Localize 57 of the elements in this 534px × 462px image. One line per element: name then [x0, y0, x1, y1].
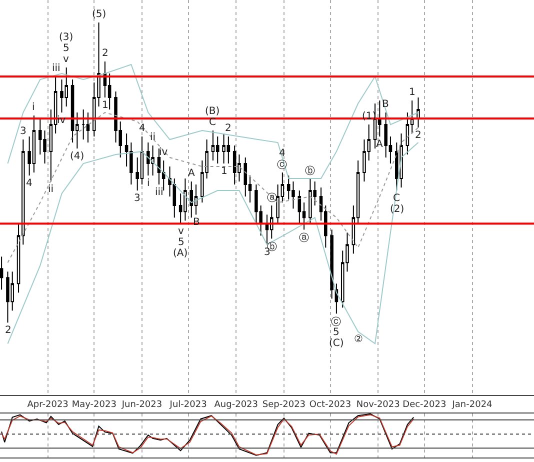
annotation: C [209, 117, 216, 128]
x-tick-label: Aug-2023 [214, 400, 258, 410]
x-tick-label: Oct-2023 [309, 400, 352, 410]
annotation: iv [159, 147, 168, 158]
annotation: 5 [178, 237, 184, 248]
candlestick [82, 109, 85, 140]
annotation: 5 [333, 327, 340, 338]
annotation: 1 [409, 87, 416, 98]
annotation: (2) [390, 204, 404, 215]
annotation: ② [354, 334, 363, 345]
annotation: 3 [134, 193, 140, 204]
annotation: iii [155, 187, 164, 198]
annotation: iii [52, 63, 60, 74]
annotation: (C) [329, 338, 344, 349]
annotation: 2 [5, 325, 12, 336]
annotation: ii [48, 184, 54, 195]
annotation: 1 [221, 166, 228, 177]
x-tick-label: Jul-2023 [168, 400, 207, 410]
annotation: (4) [70, 151, 84, 162]
candlestick [0, 256, 4, 290]
annotation: A [376, 139, 383, 150]
annotation: ⓐ [299, 232, 309, 244]
annotation: 2 [102, 48, 108, 59]
annotation: 4 [26, 178, 32, 189]
candlestick [330, 229, 334, 300]
annotation: v [178, 226, 184, 237]
annotation: 5 [63, 43, 70, 54]
x-tick-label: Jun-2023 [120, 400, 162, 410]
annotation: C [393, 193, 400, 204]
candlestick [190, 181, 194, 218]
x-tick-label: Apr-2023 [27, 400, 68, 410]
annotation: i [32, 102, 35, 113]
annotation: ⓒ [277, 159, 287, 171]
candlestick [416, 97, 420, 128]
annotation: (A) [173, 248, 188, 259]
annotation: 3 [20, 126, 26, 137]
annotation: 4 [139, 123, 146, 134]
annotation: A [188, 168, 195, 179]
x-tick-label: Dec-2023 [402, 400, 446, 410]
annotation: B [382, 99, 389, 110]
annotation: ii [150, 132, 156, 143]
annotation: (5) [92, 9, 106, 20]
x-tick-label: Jan-2024 [451, 400, 493, 410]
annotation: 2 [225, 123, 232, 134]
x-tick-label: Nov-2023 [356, 400, 400, 410]
annotation: ⓒ [331, 316, 341, 328]
annotation: 1 [102, 100, 108, 111]
annotation: (3) [59, 32, 74, 43]
annotation: 4 [279, 148, 286, 159]
annotation: 2 [415, 130, 422, 141]
x-tick-label: Sep-2023 [262, 400, 306, 410]
annotation: ⓑ [305, 165, 315, 177]
annotation: i [147, 178, 150, 189]
x-tick-label: May-2023 [72, 400, 116, 410]
annotation: v [63, 54, 69, 65]
candlestick [86, 112, 90, 144]
annotation: (B) [205, 106, 220, 117]
